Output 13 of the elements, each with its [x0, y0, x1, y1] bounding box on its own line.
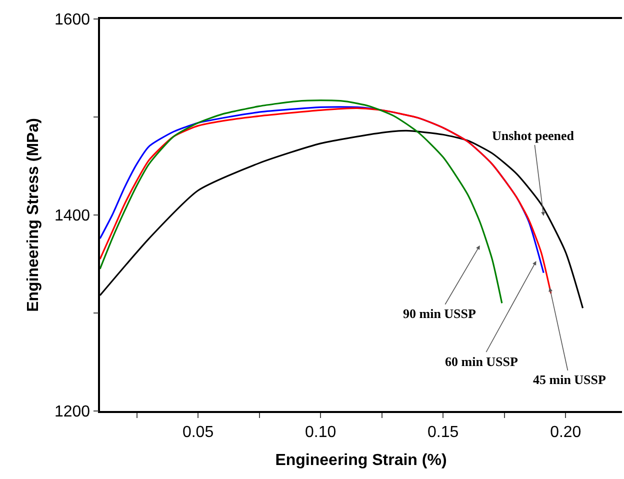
x-axis-title: Engineering Strain (%)	[275, 452, 447, 470]
x-tick-label: 0.20	[550, 424, 582, 441]
annotation: 60 min USSP	[445, 354, 518, 369]
x-tick-label: 0.10	[304, 424, 336, 441]
x-tick-label: 0.15	[428, 424, 459, 441]
annotation: 90 min USSP	[403, 306, 476, 321]
annotation: Unshot peened	[492, 128, 575, 143]
y-axis-title: Engineering Stress (MPa)	[24, 118, 42, 312]
y-tick-label: 1400	[54, 208, 90, 225]
y-tick-label: 1600	[54, 12, 90, 29]
annotation: 45 min USSP	[533, 372, 606, 387]
y-tick-label: 1200	[54, 404, 90, 421]
x-tick-label: 0.05	[182, 424, 214, 441]
